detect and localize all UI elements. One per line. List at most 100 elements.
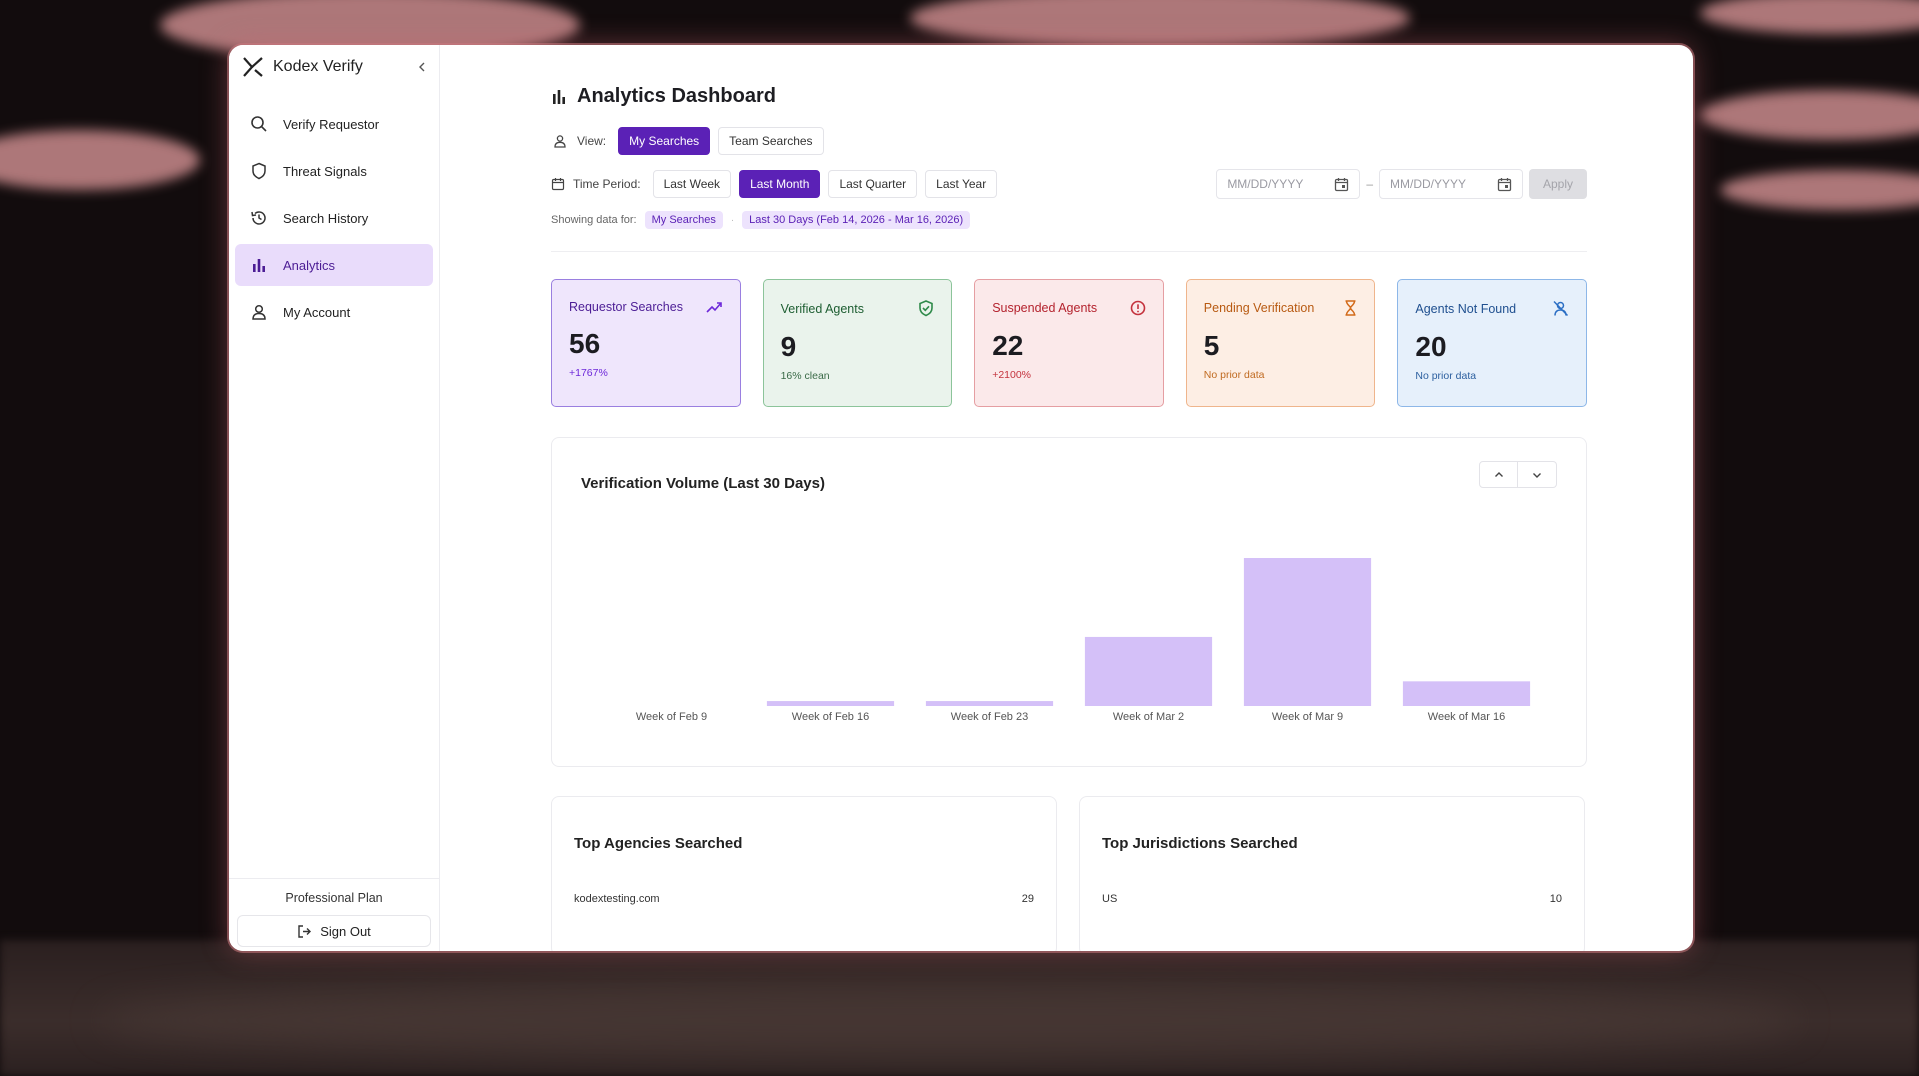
stat-subtext: 16% clean <box>780 370 830 382</box>
kodex-logo-icon <box>243 57 263 77</box>
suspended-agents-card[interactable]: Suspended Agents 22 +2100% <box>974 279 1164 407</box>
x-tick-label: Week of Feb 16 <box>792 711 869 723</box>
sidebar: Kodex Verify Verify Requestor Threat Sig… <box>229 45 440 951</box>
chart-title: Verification Volume (Last 30 Days) <box>581 475 825 492</box>
bar-week-of-feb-16[interactable] <box>766 701 895 706</box>
page-title: Analytics Dashboard <box>577 85 776 107</box>
bar-chart-icon <box>551 89 567 105</box>
team-searches-button[interactable]: Team Searches <box>718 127 824 155</box>
view-label: View: <box>577 134 607 148</box>
brand: Kodex Verify <box>229 45 439 89</box>
apply-button[interactable]: Apply <box>1529 169 1587 199</box>
stat-subtext: No prior data <box>1415 370 1477 382</box>
background-blob <box>0 130 200 190</box>
bar-chart-icon <box>249 255 269 275</box>
sidebar-item-search-history[interactable]: Search History <box>235 197 433 239</box>
stat-label: Verified Agents <box>780 301 864 316</box>
scope-chip: My Searches <box>644 211 723 229</box>
background-blob <box>1700 90 1919 140</box>
end-date-placeholder: MM/DD/YYYY <box>1390 177 1467 191</box>
sidebar-item-label: Threat Signals <box>283 163 367 179</box>
top-agencies-panel: Top Agencies Searched kodextesting.com 2… <box>551 796 1057 951</box>
background-blob <box>1720 170 1919 210</box>
agency-count: 29 <box>1021 893 1034 905</box>
shield-check-icon <box>918 300 934 317</box>
sidebar-item-my-account[interactable]: My Account <box>235 291 433 333</box>
start-date-placeholder: MM/DD/YYYY <box>1227 177 1304 191</box>
last-week-button[interactable]: Last Week <box>652 170 732 198</box>
view-selector: View: My Searches Team Searches <box>551 126 1587 156</box>
shield-icon <box>249 161 269 181</box>
x-tick-label: Week of Mar 16 <box>1428 711 1505 723</box>
background-blob <box>910 0 1410 48</box>
collapse-sidebar-chevron-icon[interactable] <box>417 59 427 75</box>
stat-label: Pending Verification <box>1203 301 1315 315</box>
stat-value: 5 <box>1203 330 1220 361</box>
last-year-button[interactable]: Last Year <box>925 170 998 198</box>
sidebar-item-label: Verify Requestor <box>283 116 380 132</box>
sidebar-item-verify-requestor[interactable]: Verify Requestor <box>235 103 433 145</box>
x-tick-label: Week of Feb 23 <box>951 711 1028 723</box>
hourglass-icon <box>1344 300 1357 316</box>
sidebar-item-analytics[interactable]: Analytics <box>235 244 433 286</box>
stat-cards: Requestor Searches 56 +1767% Verified Ag… <box>551 279 1587 407</box>
user-icon <box>553 134 567 148</box>
history-icon <box>249 208 269 228</box>
showing-label: Showing data for: <box>551 214 637 226</box>
calendar-icon[interactable] <box>1497 177 1512 192</box>
sidebar-nav: Verify Requestor Threat Signals Search H… <box>229 103 439 333</box>
bar-week-of-mar-9[interactable] <box>1243 558 1372 706</box>
chevron-down-icon[interactable] <box>1518 461 1557 488</box>
logout-icon <box>297 924 312 939</box>
top-lists: Top Agencies Searched kodextesting.com 2… <box>551 796 1587 951</box>
sidebar-item-label: Search History <box>283 210 369 226</box>
sign-out-button[interactable]: Sign Out <box>237 915 431 947</box>
agents-not-found-card[interactable]: Agents Not Found 20 No prior data <box>1397 279 1587 407</box>
stat-label: Suspended Agents <box>992 301 1098 315</box>
pending-verification-card[interactable]: Pending Verification 5 No prior data <box>1185 279 1376 407</box>
user-icon <box>249 302 269 322</box>
list-item[interactable]: kodextesting.com 29 <box>574 893 1034 905</box>
stat-subtext: +2100% <box>992 369 1032 381</box>
end-date-input[interactable]: MM/DD/YYYY <box>1379 169 1523 199</box>
bar-week-of-mar-2[interactable] <box>1084 636 1213 706</box>
bar-week-of-mar-16[interactable] <box>1402 681 1531 706</box>
divider <box>551 251 1587 252</box>
start-date-input[interactable]: MM/DD/YYYY <box>1216 169 1361 199</box>
trending-up-icon <box>706 300 723 314</box>
background-blob <box>1700 0 1919 34</box>
requestor-searches-card[interactable]: Requestor Searches 56 +1767% <box>551 279 741 407</box>
bar-week-of-feb-23[interactable] <box>925 701 1054 706</box>
background-floor <box>100 980 1800 1060</box>
my-searches-button[interactable]: My Searches <box>618 127 711 155</box>
chevron-up-icon[interactable] <box>1479 461 1518 488</box>
chip-separator: · <box>730 214 735 226</box>
app-window: Kodex Verify Verify Requestor Threat Sig… <box>229 45 1693 951</box>
last-month-button[interactable]: Last Month <box>739 170 821 198</box>
jurisdiction-name: US <box>1102 893 1118 905</box>
stat-value: 22 <box>992 330 1024 361</box>
search-icon <box>249 114 269 134</box>
verified-agents-card[interactable]: Verified Agents 9 16% clean <box>762 279 953 407</box>
x-tick-label: Week of Feb 9 <box>636 711 707 723</box>
last-quarter-button[interactable]: Last Quarter <box>828 170 918 198</box>
time-period-label: Time Period: <box>573 177 641 191</box>
plan-label: Professional Plan <box>285 891 383 905</box>
calendar-icon[interactable] <box>1334 177 1349 192</box>
stat-value: 56 <box>569 328 601 359</box>
x-tick-label: Week of Mar 2 <box>1113 711 1184 723</box>
jurisdiction-count: 10 <box>1549 893 1562 905</box>
main-content: Analytics Dashboard View: My Searches Te… <box>440 45 1693 951</box>
alert-circle-icon <box>1130 300 1146 316</box>
sidebar-item-threat-signals[interactable]: Threat Signals <box>235 150 433 192</box>
user-off-icon <box>1552 300 1569 317</box>
sidebar-item-label: My Account <box>283 304 351 320</box>
time-period-selector: Time Period: Last Week Last Month Last Q… <box>551 169 1587 199</box>
verification-volume-chart-panel: Verification Volume (Last 30 Days) Week … <box>551 437 1587 767</box>
sidebar-footer: Professional Plan Sign Out <box>229 878 439 951</box>
sign-out-label: Sign Out <box>320 923 371 939</box>
list-item[interactable]: US 10 <box>1102 893 1562 905</box>
x-tick-label: Week of Mar 9 <box>1272 711 1343 723</box>
brand-name: Kodex Verify <box>273 58 363 75</box>
stat-label: Requestor Searches <box>569 300 683 314</box>
